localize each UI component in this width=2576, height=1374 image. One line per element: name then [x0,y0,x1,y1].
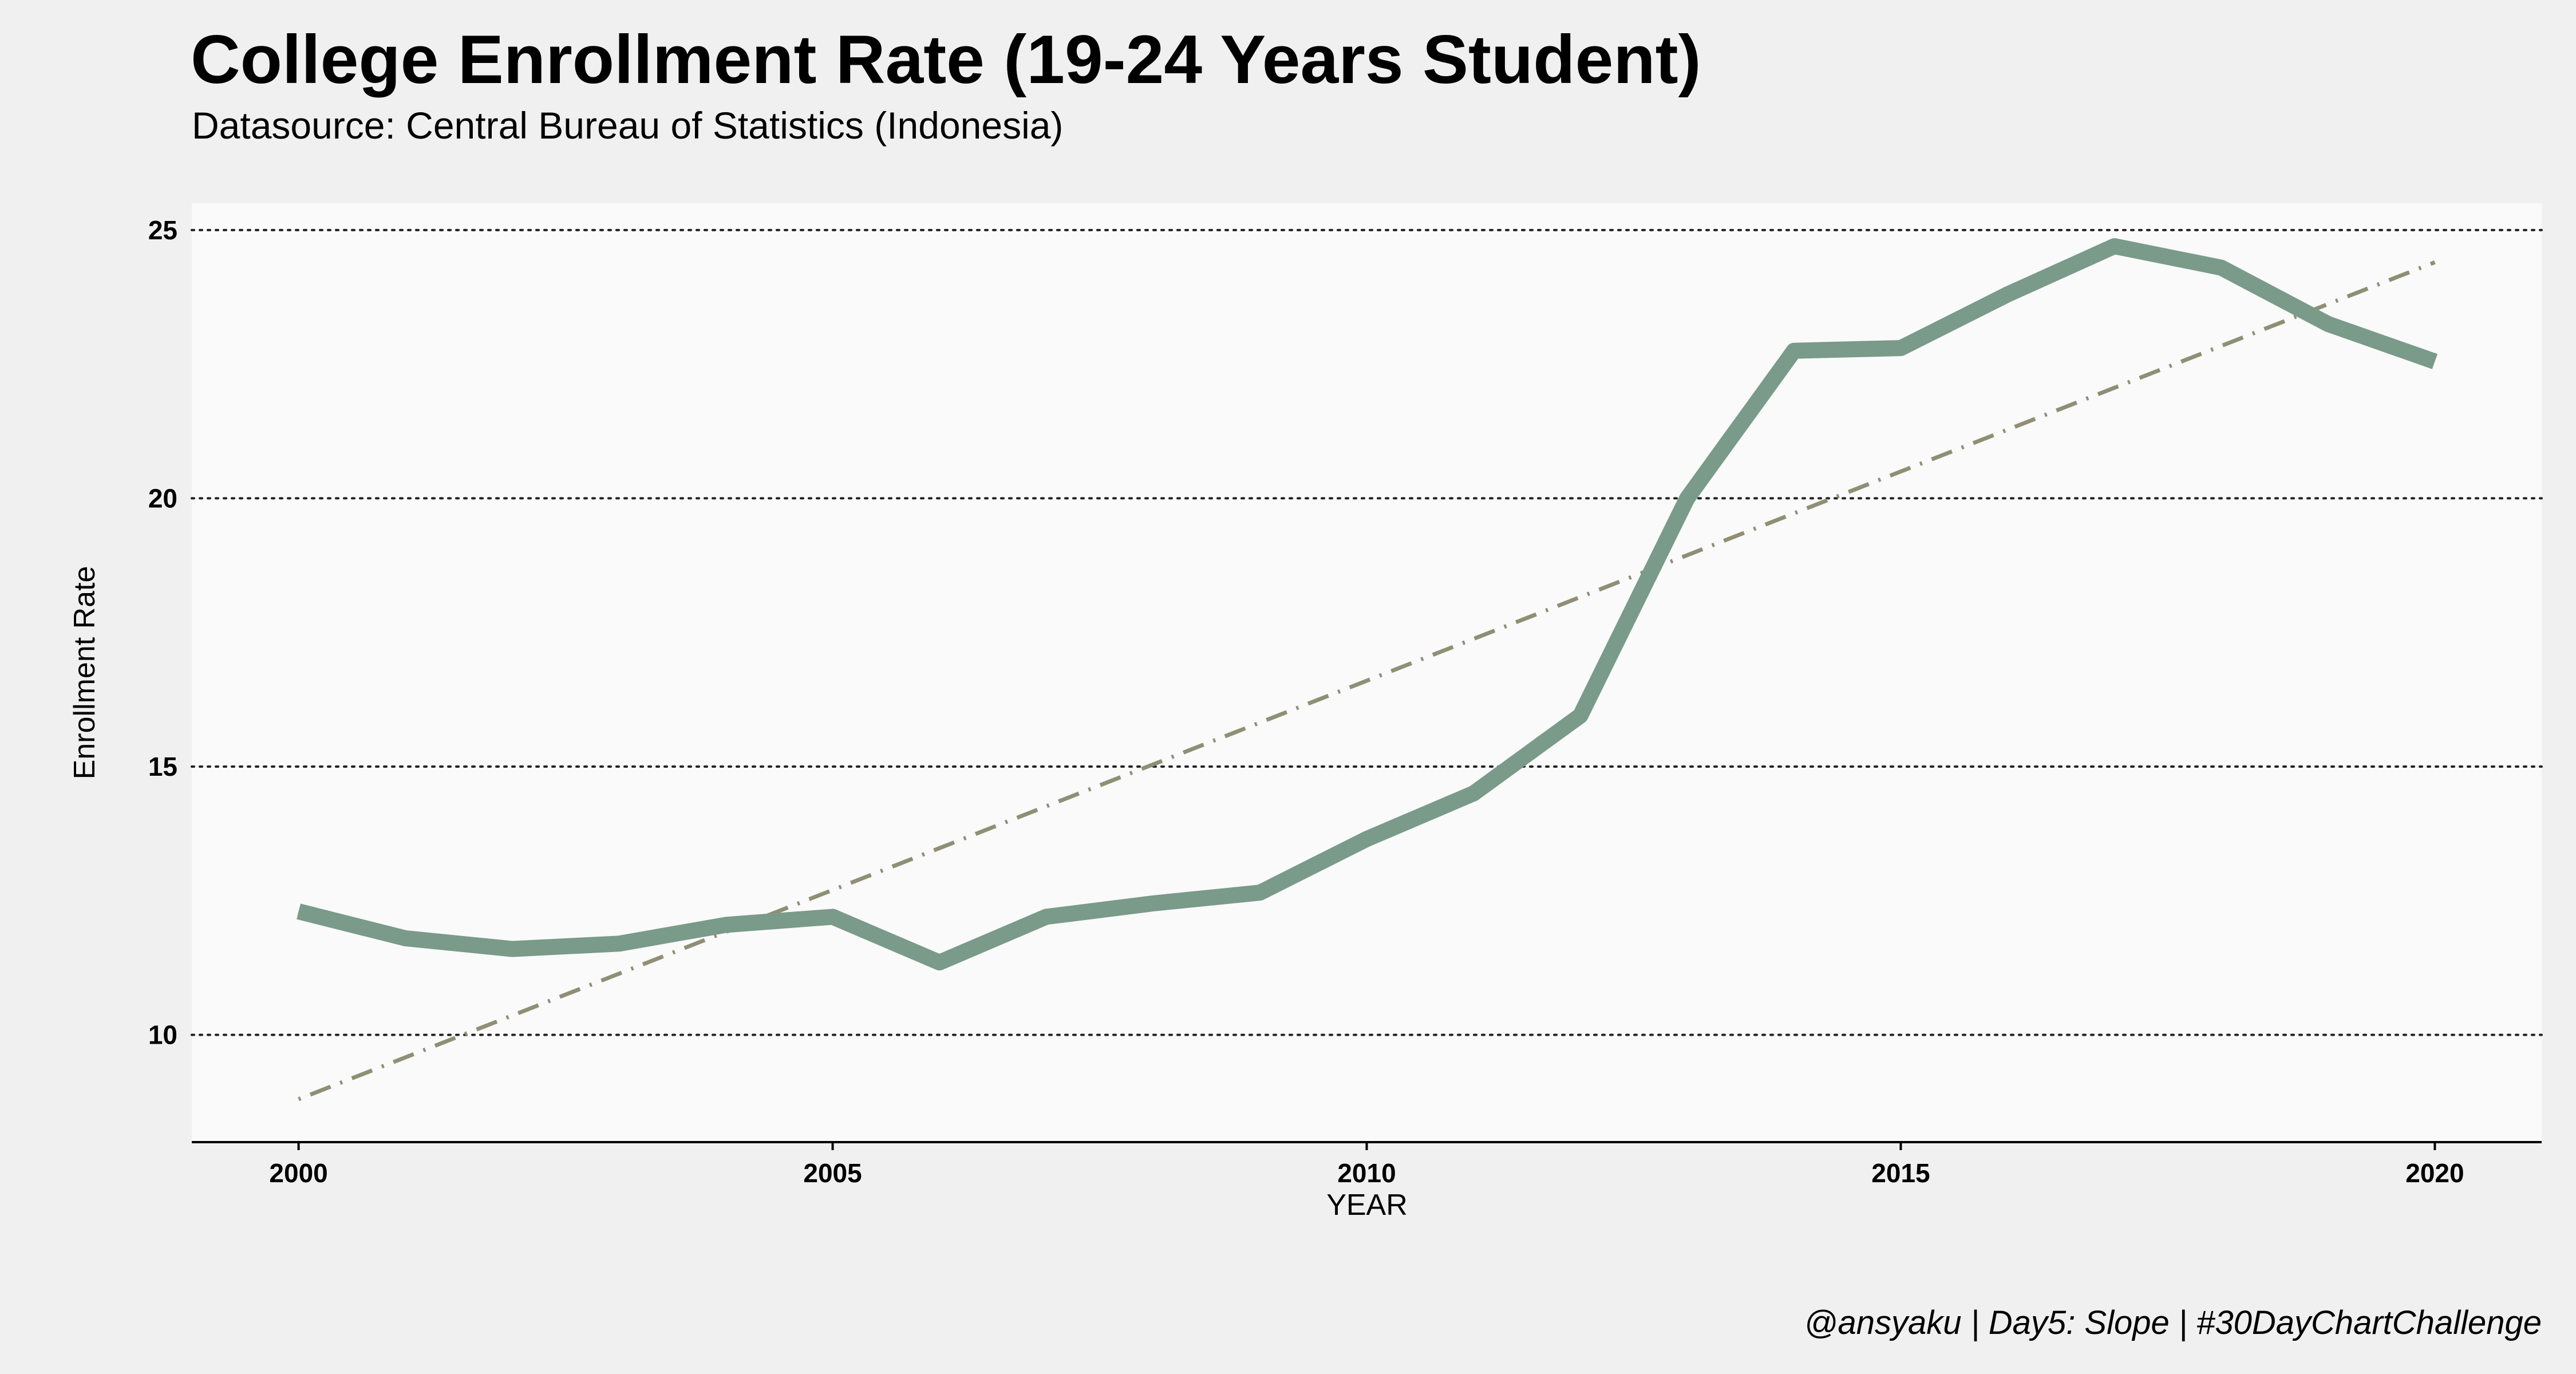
x-tick-label-2010: 2010 [1337,1158,1396,1188]
y-tick-label-15: 15 [148,752,177,781]
series-layer [297,238,2438,971]
y-ticks: 10 15 20 25 [148,215,177,1050]
y-tick-label-10: 10 [148,1020,177,1050]
y-tick-label-20: 20 [148,483,177,513]
x-tick-label-2000: 2000 [269,1158,327,1188]
x-tick-label-2005: 2005 [803,1158,862,1188]
trend-line [298,260,2436,1101]
trend-layer [298,260,2436,1101]
y-axis-title: Enrollment Rate [68,566,101,780]
chart-subtitle: Datasource: Central Bureau of Statistics… [192,104,1063,147]
panel-background [192,203,2542,1142]
chart-title: College Enrollment Rate (19-24 Years Stu… [191,21,1701,98]
y-tick-label-25: 25 [148,215,177,245]
x-ticks: 2000 2005 2010 2015 2020 [269,1142,2464,1188]
grid-lines [191,228,2543,1036]
x-tick-label-2020: 2020 [2405,1158,2464,1188]
x-axis-title: YEAR [1326,1189,1408,1222]
chart-caption: @ansyaku | Day5: Slope | #30DayChartChal… [1804,1304,2542,1341]
x-tick-label-2015: 2015 [1871,1158,1930,1188]
